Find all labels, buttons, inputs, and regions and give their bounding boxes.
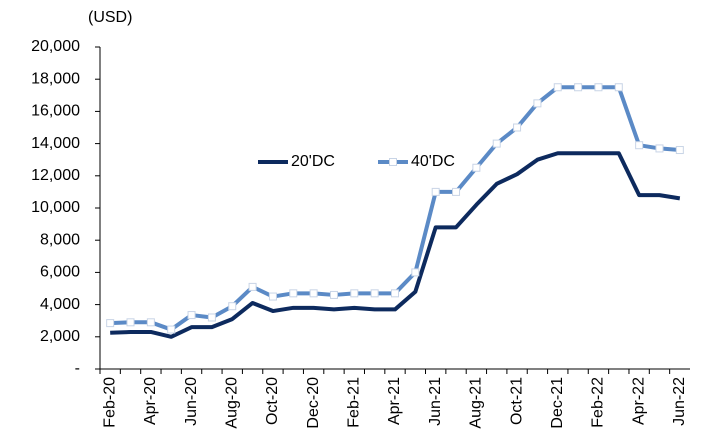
point-marker (350, 289, 359, 298)
y-tick-label: 14,000 (31, 135, 80, 152)
point-marker (391, 289, 399, 298)
point-marker (106, 319, 115, 328)
y-tick-label: 18,000 (31, 70, 80, 87)
point-marker (533, 99, 542, 108)
point-marker (472, 163, 481, 172)
point-marker (167, 325, 176, 334)
legend-marker (389, 158, 397, 166)
point-marker (289, 289, 298, 298)
point-marker (452, 187, 461, 196)
legend-label: 40'DC (411, 153, 455, 170)
x-tick-label: Aug-21 (468, 377, 485, 429)
x-tick-label: Dec-20 (305, 377, 322, 429)
point-marker (594, 83, 603, 92)
x-tick-label: Feb-22 (590, 377, 607, 428)
y-tick-label: 16,000 (31, 103, 80, 120)
x-tick-label: Aug-20 (223, 377, 240, 429)
x-tick-label: Oct-20 (264, 377, 281, 425)
x-tick-label: Jun-21 (427, 377, 444, 426)
point-marker (614, 83, 623, 92)
series-line (110, 151, 681, 339)
point-marker (655, 144, 664, 153)
y-tick-label: 6,000 (40, 264, 80, 281)
x-tick-label: Feb-20 (101, 377, 118, 428)
point-marker (126, 318, 135, 327)
point-marker (574, 83, 583, 92)
x-tick-label: Apr-20 (142, 377, 159, 425)
y-tick-label: 12,000 (31, 167, 80, 184)
point-marker (431, 187, 440, 196)
point-marker (635, 141, 644, 150)
x-tick-label: Dec-21 (549, 377, 566, 429)
x-tick-label: Feb-21 (346, 377, 363, 428)
point-marker (187, 311, 196, 320)
point-marker (309, 289, 318, 298)
x-tick-label: Apr-21 (386, 377, 403, 425)
point-marker (207, 313, 216, 322)
point-marker (411, 268, 420, 277)
point-marker (492, 139, 501, 148)
point-marker (553, 83, 562, 92)
point-marker (268, 292, 277, 301)
x-tick-label: Jun-20 (183, 377, 200, 426)
y-tick-label: 20,000 (31, 38, 80, 55)
point-marker (329, 290, 338, 299)
legend-label: 20'DC (291, 153, 335, 170)
point-marker (248, 282, 257, 291)
y-tick-label: - (75, 360, 80, 377)
point-marker (228, 302, 237, 311)
y-tick-label: 4,000 (40, 296, 80, 313)
y-tick-label: 2,000 (40, 328, 80, 345)
x-tick-label: Oct-21 (508, 377, 525, 425)
x-tick-label: Apr-22 (630, 377, 647, 425)
y-axis-label: (USD) (88, 9, 132, 26)
point-marker (675, 146, 684, 155)
x-tick-label: Jun-22 (671, 377, 688, 426)
point-marker (370, 289, 379, 298)
point-marker (513, 123, 522, 132)
y-tick-label: 8,000 (40, 231, 80, 248)
point-marker (146, 318, 155, 327)
y-tick-label: 10,000 (31, 199, 80, 216)
